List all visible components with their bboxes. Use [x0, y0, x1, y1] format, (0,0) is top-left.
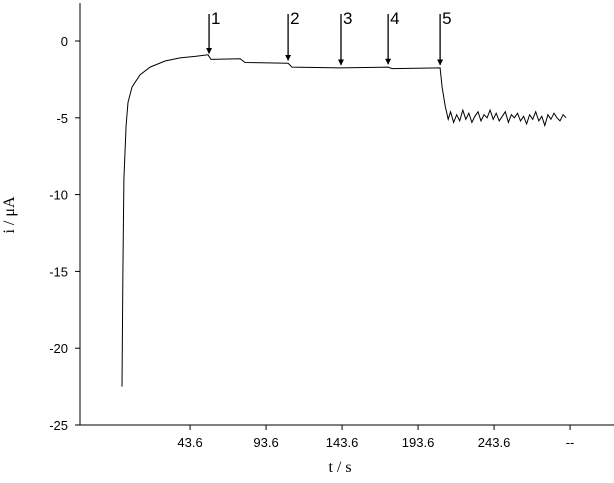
x-tick-label: 43.6 [177, 435, 202, 450]
x-tick-label: 193.6 [402, 435, 435, 450]
annotation: 1 [211, 9, 220, 28]
x-tick-label: -- [566, 435, 575, 450]
annotation: 4 [390, 9, 399, 28]
y-tick-label: -20 [49, 341, 68, 356]
y-tick-label: -15 [49, 264, 68, 279]
annotation: 3 [343, 9, 352, 28]
x-tick-label: 143.6 [326, 435, 359, 450]
y-tick-label: -10 [49, 188, 68, 203]
y-axis-label: i / μA [1, 196, 18, 233]
x-tick-label: 93.6 [253, 435, 278, 450]
y-tick-label: -25 [49, 418, 68, 433]
data-line [121, 54, 567, 387]
annotation: 2 [290, 9, 299, 28]
x-axis-label: t / s [328, 459, 351, 476]
annotation: 5 [442, 9, 451, 28]
y-tick-label: 0 [61, 34, 68, 49]
x-tick-label: 243.6 [478, 435, 511, 450]
y-tick-label: -5 [56, 111, 68, 126]
